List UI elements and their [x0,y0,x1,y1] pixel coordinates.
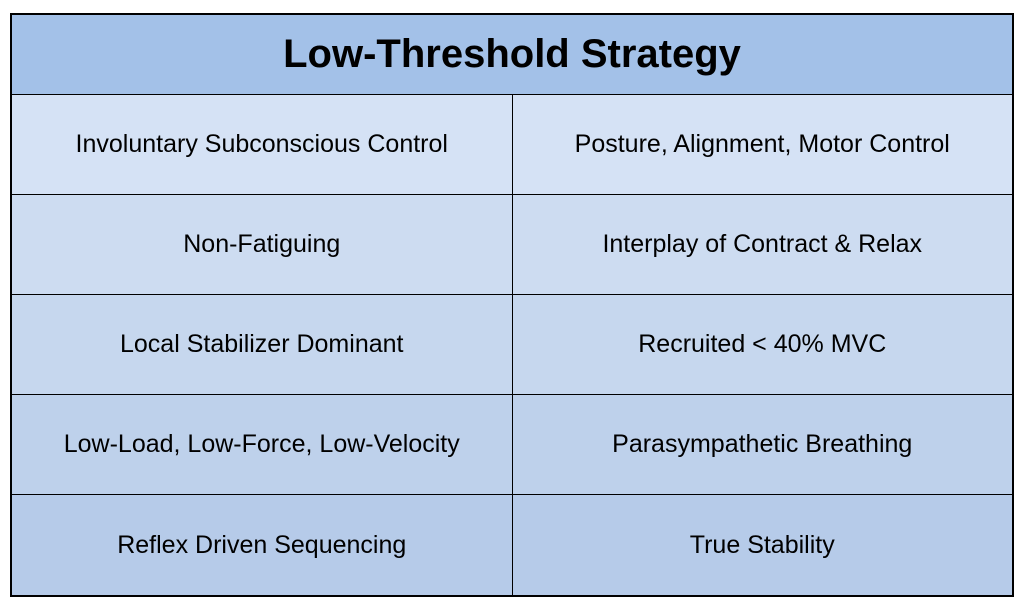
table-title: Low-Threshold Strategy [283,32,741,77]
table-row: Involuntary Subconscious Control Posture… [12,95,1012,195]
table-cell: Recruited < 40% MVC [513,295,1013,394]
table-row: Local Stabilizer Dominant Recruited < 40… [12,295,1012,395]
table-cell: Posture, Alignment, Motor Control [513,95,1013,194]
table-cell: Parasympathetic Breathing [513,395,1013,494]
table-header-row: Low-Threshold Strategy [12,15,1012,95]
table-row: Reflex Driven Sequencing True Stability [12,495,1012,595]
table-cell: Non-Fatiguing [12,195,513,294]
table-cell: True Stability [513,495,1013,595]
table-cell: Low-Load, Low-Force, Low-Velocity [12,395,513,494]
table-row: Low-Load, Low-Force, Low-Velocity Parasy… [12,395,1012,495]
table-row: Non-Fatiguing Interplay of Contract & Re… [12,195,1012,295]
table-cell: Involuntary Subconscious Control [12,95,513,194]
table-cell: Local Stabilizer Dominant [12,295,513,394]
table-cell: Interplay of Contract & Relax [513,195,1013,294]
table-cell: Reflex Driven Sequencing [12,495,513,595]
strategy-table: Low-Threshold Strategy Involuntary Subco… [10,13,1014,597]
